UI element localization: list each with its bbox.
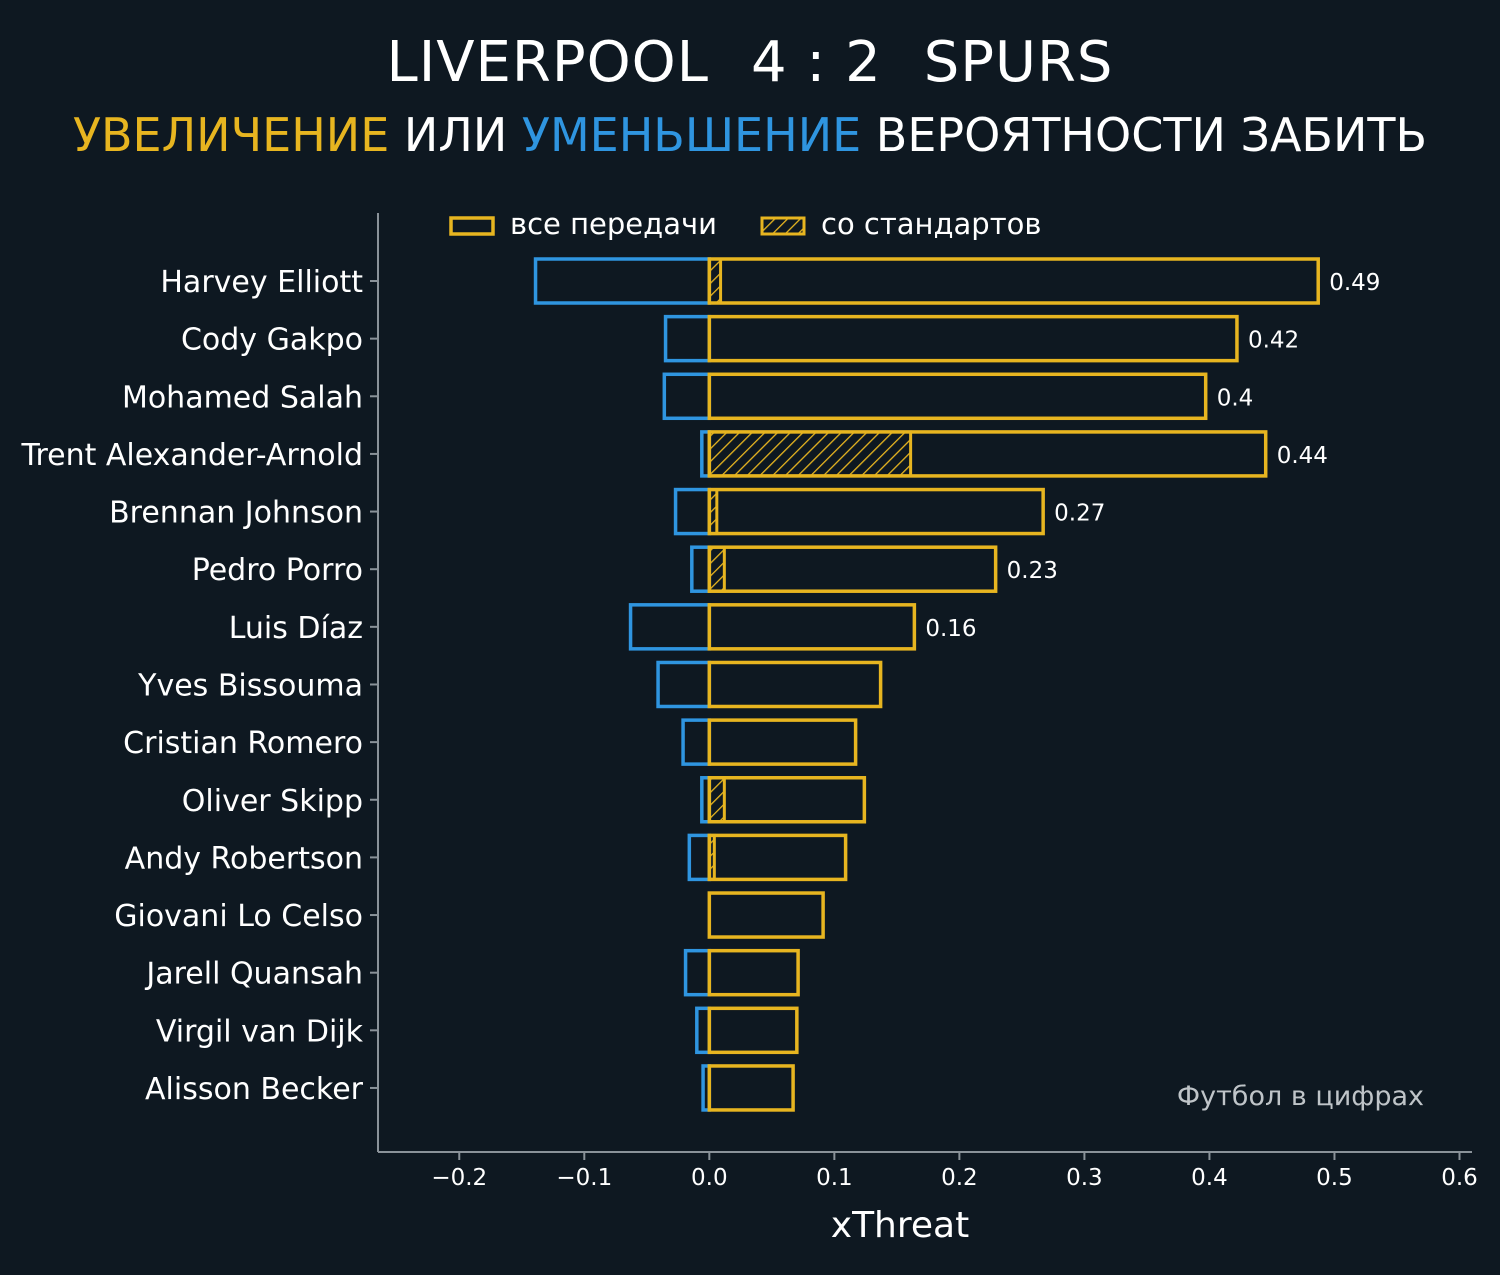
- watermark: Футбол в цифрах: [1177, 1081, 1424, 1112]
- all-passes-bar: [707, 660, 883, 709]
- decrease-bar: [663, 314, 712, 363]
- value-label: 0.49: [1329, 270, 1380, 296]
- player-label: Luis Díaz: [229, 611, 363, 646]
- all-passes-bar: [707, 372, 1208, 421]
- x-tick-label: 0.1: [816, 1165, 853, 1191]
- decrease-bar: [690, 545, 712, 593]
- match-score: 4 : 2: [750, 30, 882, 95]
- player-label: Brennan Johnson: [109, 496, 363, 531]
- all-passes-bar: [707, 891, 825, 939]
- all-passes-bar: [707, 487, 1045, 536]
- set-piece-bar: [707, 430, 913, 478]
- chart-legend: все передачи со стандартов: [449, 207, 1041, 241]
- player-label: Cristian Romero: [123, 726, 363, 761]
- legend-label-set-pieces: со стандартов: [821, 207, 1041, 241]
- decrease-bar: [533, 257, 712, 305]
- player-label: Jarell Quansah: [144, 957, 363, 992]
- player-label: Harvey Elliott: [160, 265, 363, 300]
- player-label: Mohamed Salah: [122, 380, 363, 415]
- decrease-bar: [695, 1006, 712, 1055]
- decrease-bar: [683, 948, 712, 997]
- value-label: 0.4: [1217, 385, 1254, 411]
- chart-axes: −0.2 −0.1 0.0 0.1 0.2 0.3 0.4 0.5 0.6 xThreat Harv…: [21, 213, 1478, 1246]
- player-label: Giovani Lo Celso: [114, 899, 363, 934]
- all-passes-bar: [707, 545, 998, 593]
- all-passes-bar: [707, 776, 867, 824]
- decrease-bar: [673, 487, 712, 536]
- decrease-bar: [681, 718, 712, 766]
- subtitle-increase: УВЕЛИЧЕНИЕ: [72, 108, 390, 162]
- player-label: Virgil van Dijk: [156, 1014, 364, 1049]
- all-passes-bar: [707, 603, 917, 651]
- player-label: Andy Robertson: [125, 841, 363, 876]
- x-tick-label: 0.2: [941, 1165, 978, 1191]
- x-tick-label: −0.2: [431, 1165, 487, 1191]
- value-label: 0.16: [925, 616, 976, 642]
- x-tick-label: 0.3: [1066, 1165, 1103, 1191]
- team-home: LIVERPOOL: [386, 30, 709, 95]
- player-label: Yves Bissouma: [137, 668, 363, 703]
- chart-subtitle: УВЕЛИЧЕНИЕ ИЛИ УМЕНЬШЕНИЕ ВЕРОЯТНОСТИ ЗА…: [0, 108, 1500, 162]
- x-tick-label: 0.5: [1316, 1165, 1353, 1191]
- legend-swatch-all-passes: [449, 216, 495, 236]
- x-axis-label: xThreat: [831, 1205, 969, 1246]
- all-passes-bar: [707, 314, 1239, 363]
- x-tick-label: −0.1: [556, 1165, 612, 1191]
- player-label: Trent Alexander-Arnold: [21, 438, 363, 473]
- value-label: 0.27: [1054, 501, 1105, 527]
- player-label: Cody Gakpo: [181, 323, 363, 358]
- value-label: 0.23: [1007, 558, 1058, 584]
- all-passes-bar: [707, 430, 1268, 478]
- decrease-bar: [662, 372, 712, 421]
- subtitle-or: ИЛИ: [389, 108, 522, 162]
- value-label: 0.44: [1277, 443, 1328, 469]
- decrease-bar: [656, 660, 712, 709]
- decrease-bar: [628, 603, 712, 651]
- all-passes-bar: [707, 1064, 795, 1112]
- all-passes-bar: [707, 833, 848, 882]
- subtitle-decrease: УМЕНЬШЕНИЕ: [521, 108, 862, 162]
- team-away: SPURS: [923, 30, 1114, 95]
- player-label: Alisson Becker: [145, 1072, 364, 1107]
- x-tick-label: 0.0: [691, 1165, 728, 1191]
- player-label: Pedro Porro: [192, 553, 363, 588]
- set-piece-bar: [707, 776, 726, 824]
- player-label: Oliver Skipp: [182, 784, 363, 819]
- legend-label-all-passes: все передачи: [510, 207, 717, 241]
- subtitle-rest: ВЕРОЯТНОСТИ ЗАБИТЬ: [861, 108, 1428, 162]
- legend-swatch-set-pieces: [760, 216, 806, 236]
- value-label: 0.42: [1248, 328, 1299, 354]
- chart-bars: 0.49 0.42 0.4 0.44 0.27 0.23 0.16: [533, 257, 1380, 1112]
- all-passes-bar: [707, 718, 858, 766]
- decrease-bar: [687, 833, 712, 882]
- x-tick-label: 0.6: [1441, 1165, 1478, 1191]
- set-piece-bar: [707, 545, 726, 593]
- all-passes-bar: [707, 257, 1320, 305]
- x-tick-label: 0.4: [1191, 1165, 1228, 1191]
- all-passes-bar: [707, 948, 800, 997]
- chart-title: LIVERPOOL 4 : 2 SPURS: [0, 30, 1500, 95]
- all-passes-bar: [707, 1006, 799, 1055]
